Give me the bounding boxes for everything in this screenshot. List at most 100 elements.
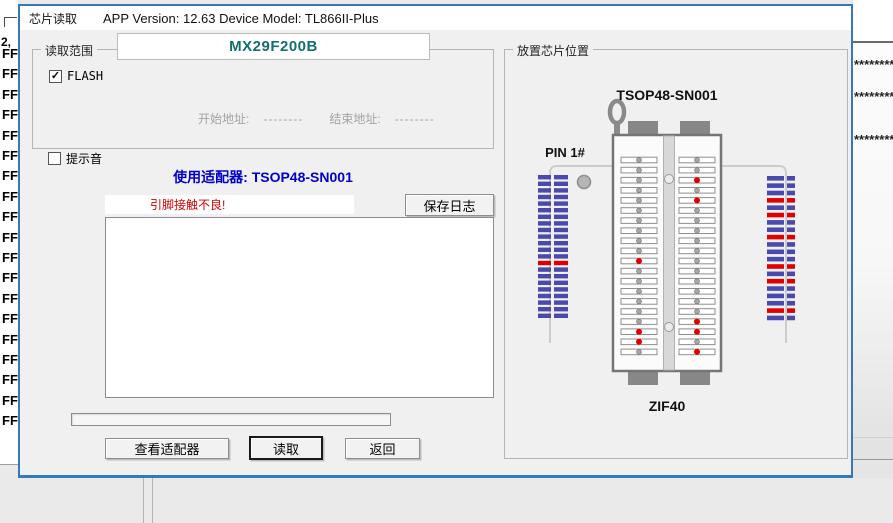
background-ascii-column: ********* ********* ********* xyxy=(853,0,893,478)
strip-bar xyxy=(554,300,568,305)
ascii-row: ********* xyxy=(854,89,893,104)
right-wire-outline xyxy=(721,165,787,343)
strip-bar xyxy=(767,227,784,233)
hex-row: FF xyxy=(2,413,18,429)
strip-bar-bad xyxy=(767,234,784,240)
pin-dot-ok xyxy=(694,278,700,285)
strip-bar xyxy=(554,267,568,272)
log-area[interactable] xyxy=(105,217,494,398)
flash-checkbox-label: FLASH xyxy=(67,69,104,83)
flash-checkbox-row[interactable]: ✓ FLASH xyxy=(49,69,103,83)
strip-bar-bad xyxy=(787,198,795,203)
background-hex-column: 2, FF FF FF FF FF FF FF FF FF FF FF FF FF FF FF FF FF FF F… xyxy=(0,0,18,464)
read-button[interactable]: 读取 xyxy=(249,436,323,460)
pin-dot-bad xyxy=(694,318,700,325)
pin-dot-ok xyxy=(694,298,700,305)
strip-bar xyxy=(554,280,568,285)
pin-dot-ok xyxy=(694,288,700,295)
socket-center-rail xyxy=(663,135,675,371)
strip-bar xyxy=(538,307,551,312)
strip-bar xyxy=(554,307,568,312)
flash-checkbox[interactable]: ✓ xyxy=(49,69,62,83)
chip-placement-group: 放置芯片位置 xyxy=(504,42,848,459)
strip-bar xyxy=(787,190,795,196)
hex-row: FF xyxy=(2,107,18,123)
ascii-row: ********* xyxy=(854,57,893,72)
strip-bar-bad xyxy=(554,260,568,266)
strip-bar xyxy=(787,220,795,225)
strip-bar xyxy=(767,293,784,299)
background-grid-line xyxy=(152,478,153,523)
strip-bar-bad xyxy=(767,198,784,203)
strip-bar xyxy=(767,220,784,225)
strip-bar xyxy=(554,208,568,213)
dialog-titlebar[interactable]: 芯片读取 APP Version: 12.63 Device Model: TL… xyxy=(20,6,851,30)
strip-bar xyxy=(538,181,551,186)
save-log-button[interactable]: 保存日志 xyxy=(405,194,494,216)
strip-bar-bad xyxy=(767,264,784,269)
beep-checkbox[interactable] xyxy=(48,152,61,165)
strip-bar xyxy=(787,286,795,291)
dialog-version-text: APP Version: 12.63 Device Model: TL866II… xyxy=(103,10,379,26)
strip-bar xyxy=(554,227,568,233)
strip-bar xyxy=(554,188,568,193)
pin-dot-ok xyxy=(694,217,700,224)
adapter-pin-strips xyxy=(538,175,795,321)
background-separator-dark xyxy=(853,459,893,460)
end-address-value: -------- xyxy=(394,111,435,126)
hex-row: FF xyxy=(2,209,18,225)
strip-bar-bad xyxy=(538,260,551,266)
strip-bar xyxy=(554,201,568,206)
hex-row: FF xyxy=(2,86,18,102)
pin-dot-ok xyxy=(694,167,700,173)
strip-bar xyxy=(538,201,551,206)
socket-tab xyxy=(628,121,658,136)
strip-bar xyxy=(538,234,551,239)
strip-bar-bad xyxy=(767,278,784,284)
pin-dot-ok xyxy=(636,197,642,204)
strip-bar xyxy=(787,315,795,321)
strip-bar xyxy=(554,194,568,200)
background-footer xyxy=(853,460,893,478)
pin-dot-ok xyxy=(636,167,642,173)
end-address-label: 结束地址: xyxy=(329,112,381,126)
strip-bar-bad xyxy=(787,308,795,313)
strip-bar xyxy=(787,205,795,210)
strip-bar xyxy=(538,267,551,272)
pin-dot-bad xyxy=(694,328,700,335)
strip-bar xyxy=(787,249,795,255)
hex-row: FF xyxy=(2,188,18,204)
pin-dot-ok xyxy=(636,227,642,234)
strip-bar xyxy=(538,175,551,180)
adapter-in-use-text: 使用适配器: TSOP48-SN001 xyxy=(173,169,353,185)
background-header-line xyxy=(853,41,893,43)
pin-dot-ok xyxy=(636,217,642,224)
pin-dot-ok xyxy=(636,177,642,183)
view-adapter-button[interactable]: 查看适配器 xyxy=(105,438,229,459)
strip-bar xyxy=(554,214,568,219)
pin-dot-ok xyxy=(694,248,700,254)
pin-dot-ok xyxy=(636,238,642,244)
pin-dot-ok xyxy=(694,268,700,274)
strip-bar xyxy=(554,175,568,180)
background-separator-light xyxy=(853,437,893,438)
dialog-title: 芯片读取 xyxy=(29,11,78,26)
back-button[interactable]: 返回 xyxy=(345,438,420,459)
strip-bar xyxy=(767,249,784,255)
beep-checkbox-label: 提示音 xyxy=(66,152,103,166)
rail-screw-hole xyxy=(664,322,674,332)
pin-dot-ok xyxy=(636,288,642,295)
beep-checkbox-row[interactable]: 提示音 xyxy=(48,150,102,167)
chip-name-box: MX29F200B xyxy=(117,33,430,60)
pin-dot-ok xyxy=(636,308,642,315)
pin-dot-ok xyxy=(636,248,642,254)
strip-bar xyxy=(767,256,784,262)
background-grid-line xyxy=(143,478,144,523)
strip-bar xyxy=(538,194,551,200)
status-message: 引脚接触不良! xyxy=(150,198,226,212)
strip-bar xyxy=(554,181,568,186)
ascii-row: ********* xyxy=(854,132,893,147)
hex-row: FF xyxy=(2,270,18,286)
start-address-label: 开始地址: xyxy=(198,112,250,126)
